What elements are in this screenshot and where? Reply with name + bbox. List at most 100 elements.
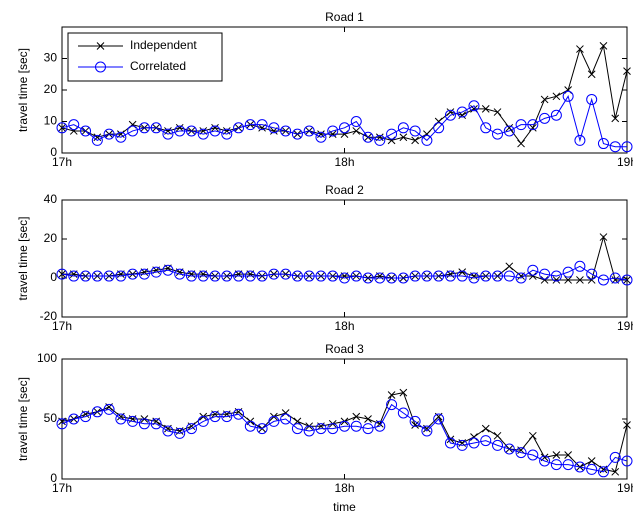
marker-circle — [68, 413, 80, 425]
marker-circle — [68, 270, 80, 282]
legend-marker — [96, 42, 105, 50]
marker-circle — [456, 439, 468, 451]
y-axis-label: travel time [sec] — [16, 48, 30, 132]
marker-circle — [515, 272, 527, 284]
legend-marker — [95, 61, 106, 73]
marker-x — [364, 415, 372, 423]
marker-circle — [409, 415, 421, 427]
x-tick-label: 17h — [52, 319, 72, 333]
marker-circle — [127, 268, 139, 280]
marker-circle — [539, 112, 551, 124]
chart-title: Road 3 — [325, 342, 364, 356]
marker-circle — [350, 420, 362, 432]
y-tick-label: 20 — [44, 82, 58, 96]
marker-circle — [386, 399, 398, 411]
marker-circle — [374, 420, 386, 432]
marker-circle — [468, 272, 480, 284]
marker-circle — [91, 406, 103, 418]
marker-x — [446, 435, 455, 444]
marker-circle — [268, 268, 280, 280]
marker-circle — [138, 268, 150, 280]
marker-x — [505, 262, 514, 271]
marker-circle — [280, 413, 292, 425]
marker-circle — [103, 128, 115, 140]
marker-circle — [280, 125, 292, 137]
marker-circle — [221, 411, 233, 423]
marker-circle — [197, 415, 209, 427]
marker-circle — [397, 272, 409, 284]
marker-circle — [456, 270, 468, 282]
marker-x — [564, 451, 572, 459]
marker-circle — [221, 270, 233, 282]
legend-label: Independent — [130, 38, 197, 52]
marker-x — [611, 114, 620, 123]
marker-circle — [586, 463, 598, 475]
marker-x — [528, 272, 537, 280]
marker-x — [587, 70, 596, 79]
marker-circle — [421, 134, 433, 146]
marker-circle — [433, 122, 445, 134]
x-tick-label: 19h — [617, 155, 633, 169]
marker-x — [576, 276, 584, 284]
marker-circle — [327, 423, 339, 435]
marker-circle — [503, 270, 515, 282]
marker-circle — [103, 403, 115, 415]
y-axis-label: travel time [sec] — [16, 377, 30, 461]
marker-x — [528, 431, 537, 440]
marker-circle — [444, 437, 456, 449]
marker-circle — [303, 125, 315, 137]
y-tick-label: 0 — [50, 145, 57, 159]
marker-circle — [527, 449, 539, 461]
marker-circle — [244, 270, 256, 282]
marker-circle — [409, 125, 421, 137]
marker-circle — [185, 423, 197, 435]
marker-circle — [291, 270, 303, 282]
marker-circle — [397, 122, 409, 134]
marker-x — [517, 139, 525, 148]
marker-circle — [56, 418, 68, 430]
marker-circle — [256, 270, 268, 282]
marker-x — [281, 409, 290, 417]
marker-circle — [339, 272, 350, 284]
marker-x — [458, 268, 467, 277]
marker-circle — [56, 122, 68, 134]
y-tick-label: 10 — [44, 114, 58, 128]
legend-box — [67, 32, 223, 82]
marker-circle — [209, 270, 221, 282]
y-tick-label: 40 — [44, 192, 58, 206]
plot-area — [61, 199, 628, 318]
legend-label: Correlated — [130, 59, 186, 73]
x-tick-label: 18h — [334, 319, 354, 333]
marker-circle — [480, 435, 492, 447]
marker-circle — [444, 109, 456, 121]
marker-circle — [185, 125, 197, 137]
marker-circle — [256, 423, 268, 435]
marker-circle — [562, 266, 574, 278]
marker-circle — [362, 423, 374, 435]
x-tick-label: 19h — [617, 481, 633, 495]
marker-circle — [597, 466, 609, 478]
marker-circle — [197, 270, 209, 282]
marker-x — [599, 42, 608, 50]
marker-circle — [468, 437, 480, 449]
marker-x — [599, 233, 608, 241]
marker-circle — [162, 425, 174, 437]
marker-x — [540, 276, 549, 284]
marker-x — [552, 276, 561, 284]
marker-circle — [150, 122, 162, 134]
marker-circle — [315, 423, 327, 435]
marker-x — [493, 431, 502, 440]
marker-circle — [515, 119, 527, 131]
marker-circle — [138, 418, 150, 430]
marker-circle — [244, 420, 256, 432]
marker-circle — [174, 268, 186, 280]
marker-circle — [327, 270, 339, 282]
marker-circle — [433, 270, 445, 282]
marker-x — [211, 123, 219, 132]
marker-circle — [339, 122, 350, 134]
marker-circle — [233, 270, 245, 282]
marker-circle — [291, 423, 303, 435]
marker-circle — [115, 413, 127, 425]
marker-circle — [621, 274, 633, 286]
marker-circle — [586, 268, 598, 280]
